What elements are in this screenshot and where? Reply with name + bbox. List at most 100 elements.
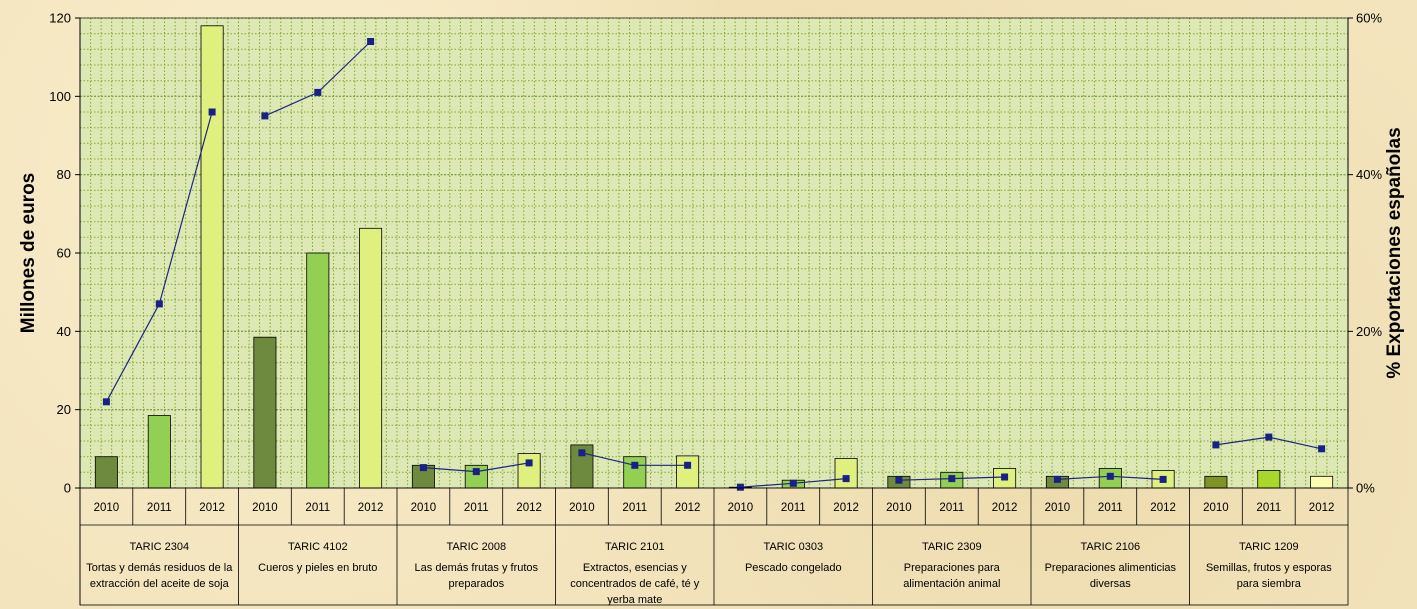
percent-marker-taric-1209-2011 (1265, 433, 1273, 441)
year-label: 2010 (728, 502, 754, 514)
bar-taric-4102-2011 (306, 252, 330, 489)
product-description-label: Semillas, frutos y esporas (1206, 562, 1332, 574)
taric-code-label: TARIC 4102 (288, 541, 348, 553)
product-description-label: Extractos, esencias y (583, 562, 687, 574)
year-label: 2011 (622, 502, 647, 514)
product-description-label: extracción del aceite de soja (90, 578, 230, 590)
bar-taric-2008-2012 (517, 453, 541, 489)
y-tick-label: 120 (49, 11, 71, 26)
bar-taric-0303-2012 (834, 458, 858, 489)
percent-marker-taric-2101-2010 (578, 449, 586, 457)
bar-taric-1209-2012 (1310, 475, 1334, 489)
y2-tick-label: 60% (1356, 11, 1382, 26)
percent-marker-taric-0303-2012 (842, 475, 850, 483)
product-description-label: Cueros y pieles en bruto (258, 562, 377, 574)
taric-code-label: TARIC 2309 (922, 541, 982, 553)
bar-series (94, 25, 1334, 489)
y-tick-label: 40 (57, 324, 71, 339)
bar-taric-2304-2011 (147, 415, 171, 489)
year-label: 2010 (252, 502, 278, 514)
year-label: 2010 (411, 502, 437, 514)
percent-marker-taric-2008-2010 (419, 464, 427, 472)
y-axis-title: Millones de euros (18, 173, 39, 333)
percent-marker-taric-2106-2011 (1106, 472, 1114, 480)
y2-tick-label: 40% (1356, 167, 1382, 182)
taric-code-label: TARIC 2101 (605, 541, 665, 553)
product-description-label: Las demás frutas y frutos (415, 562, 539, 574)
bar-taric-2101-2012 (676, 455, 700, 489)
product-description-label: concentrados de café, té y (570, 578, 700, 590)
product-description-label: yerba mate (607, 594, 662, 606)
percent-marker-taric-1209-2012 (1318, 445, 1326, 453)
taric-code-label: TARIC 2304 (129, 541, 189, 553)
year-label: 2010 (94, 502, 120, 514)
year-label: 2010 (1203, 502, 1229, 514)
taric-code-label: TARIC 2106 (1080, 541, 1140, 553)
y-tick-label: 0 (64, 481, 71, 496)
percent-marker-taric-4102-2010 (261, 112, 269, 120)
bar-taric-2101-2011 (623, 456, 647, 489)
percent-marker-taric-2304-2011 (155, 300, 163, 308)
percent-marker-taric-2101-2012 (684, 461, 692, 469)
percent-marker-taric-2008-2011 (472, 468, 480, 476)
y2-tick-label: 0% (1356, 481, 1375, 496)
bar-taric-2304-2010 (94, 456, 118, 489)
percent-marker-taric-1209-2010 (1212, 441, 1220, 449)
y-tick-label: 60 (57, 246, 71, 261)
product-description-label: Preparaciones para (904, 562, 1001, 574)
bar-taric-1209-2011 (1257, 469, 1281, 489)
year-label: 2010 (1045, 502, 1071, 514)
category-labels: 2010 2011 2012 TARIC 2304 Tortas y demás res… (79, 487, 1349, 606)
product-description-label: para siembra (1237, 578, 1302, 590)
year-label: 2011 (781, 502, 806, 514)
year-label: 2012 (358, 502, 384, 514)
year-label: 2011 (464, 502, 489, 514)
y-tick-label: 100 (49, 89, 71, 104)
product-description-label: Preparaciones alimenticias (1045, 562, 1177, 574)
year-label: 2012 (675, 502, 701, 514)
product-description-label: Tortas y demás residuos de la (86, 562, 233, 574)
percent-marker-taric-0303-2011 (789, 479, 797, 487)
y2-axis-title: % Exportaciones españolas (1384, 127, 1405, 378)
year-label: 2011 (939, 502, 964, 514)
year-label: 2012 (199, 502, 225, 514)
year-label: 2012 (833, 502, 859, 514)
percent-marker-taric-2101-2011 (631, 461, 639, 469)
year-label: 2010 (886, 502, 912, 514)
bar-taric-2304-2012 (200, 25, 224, 489)
year-label: 2011 (1098, 502, 1123, 514)
year-label: 2012 (992, 502, 1018, 514)
year-label: 2011 (305, 502, 330, 514)
percent-marker-taric-2304-2010 (102, 398, 110, 406)
year-label: 2011 (147, 502, 172, 514)
y-tick-label: 20 (57, 402, 71, 417)
product-description-label: alimentación animal (903, 578, 1000, 590)
percent-marker-taric-2309-2012 (1001, 473, 1009, 481)
product-description-label: preparados (448, 578, 504, 590)
year-label: 2012 (516, 502, 542, 514)
bar-taric-4102-2012 (359, 227, 383, 489)
year-label: 2012 (1309, 502, 1335, 514)
percent-marker-taric-2008-2012 (525, 459, 533, 467)
y-tick-label: 80 (57, 167, 71, 182)
bar-taric-4102-2010 (253, 336, 277, 489)
percent-marker-taric-2106-2012 (1159, 475, 1167, 483)
taric-code-label: TARIC 1209 (1239, 541, 1299, 553)
year-label: 2011 (1256, 502, 1281, 514)
percent-lines (102, 38, 1326, 491)
percent-marker-taric-4102-2012 (367, 38, 375, 45)
taric-code-label: TARIC 0303 (763, 541, 823, 553)
percent-marker-taric-2309-2010 (895, 476, 903, 484)
percent-marker-taric-2304-2012 (208, 108, 216, 116)
taric-code-label: TARIC 2008 (446, 541, 506, 553)
product-description-label: diversas (1090, 578, 1131, 590)
percent-marker-taric-2106-2010 (1053, 475, 1061, 483)
year-label: 2010 (569, 502, 595, 514)
y2-tick-label: 20% (1356, 324, 1382, 339)
product-description-label: Pescado congelado (745, 562, 842, 574)
percent-marker-taric-0303-2010 (736, 483, 744, 491)
bar-taric-1209-2010 (1204, 475, 1228, 489)
percent-marker-taric-4102-2011 (314, 88, 322, 96)
year-label: 2012 (1150, 502, 1176, 514)
